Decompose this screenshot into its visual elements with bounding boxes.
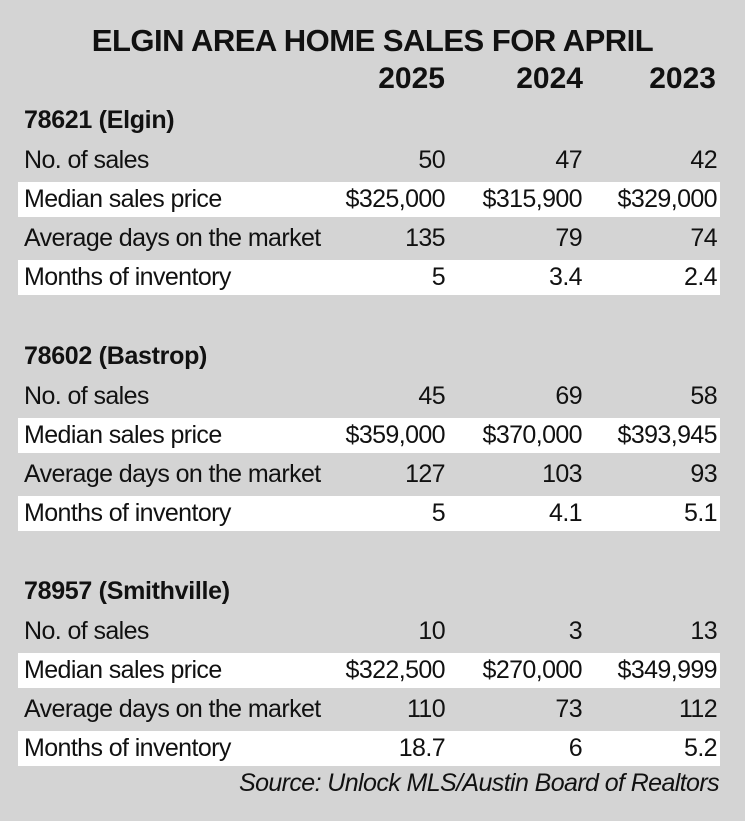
cell-value: $329,000 <box>617 185 718 213</box>
cell-value: 74 <box>690 224 717 252</box>
cell-value: 2.4 <box>684 263 718 291</box>
cell-value: 42 <box>690 146 717 174</box>
table-row: Average days on the market 135 79 74 <box>18 221 720 256</box>
cell-value: 6 <box>568 734 583 762</box>
cell-value: 3.4 <box>549 263 583 291</box>
cell-value: 18.7 <box>398 734 446 762</box>
row-label: Months of inventory <box>24 499 231 527</box>
column-header-2024: 2024 <box>516 62 583 95</box>
row-label: No. of sales <box>24 382 149 410</box>
cell-value: 50 <box>418 146 445 174</box>
cell-value: $359,000 <box>345 421 446 449</box>
column-header-2025: 2025 <box>378 62 445 95</box>
cell-value: 69 <box>555 382 582 410</box>
table-row: No. of sales 45 69 58 <box>18 379 720 414</box>
section-title: 78621 (Elgin) <box>24 106 175 134</box>
row-label: No. of sales <box>24 617 149 645</box>
cell-value: 5.2 <box>684 734 718 762</box>
cell-value: 10 <box>418 617 445 645</box>
row-label: Median sales price <box>24 421 222 449</box>
row-label: Average days on the market <box>24 224 321 252</box>
cell-value: 5 <box>431 263 446 291</box>
cell-value: 110 <box>406 695 446 723</box>
cell-value: $322,500 <box>345 656 446 684</box>
cell-value: 45 <box>418 382 445 410</box>
cell-value: 93 <box>690 460 717 488</box>
column-header-2023: 2023 <box>649 62 716 95</box>
cell-value: $349,999 <box>617 656 718 684</box>
cell-value: $315,900 <box>482 185 583 213</box>
cell-value: 4.1 <box>549 499 583 527</box>
table-row: No. of sales 10 3 13 <box>18 614 720 649</box>
section-title: 78602 (Bastrop) <box>24 342 208 370</box>
cell-value: 112 <box>678 695 718 723</box>
table-row: Median sales price $322,500 $270,000 $349,9… <box>18 653 720 688</box>
table-row: No. of sales 50 47 42 <box>18 143 720 178</box>
table-row: Months of inventory 18.7 6 5.2 <box>18 731 720 766</box>
cell-value: 5.1 <box>684 499 718 527</box>
source-note: Source: Unlock MLS/Austin Board of Realt… <box>239 769 720 797</box>
row-label: Average days on the market <box>24 460 321 488</box>
cell-value: 79 <box>555 224 582 252</box>
table-row: Average days on the market 110 73 112 <box>18 692 720 727</box>
row-label: Median sales price <box>24 656 222 684</box>
table-row: Months of inventory 5 4.1 5.1 <box>18 496 720 531</box>
table-row: Median sales price $359,000 $370,000 $393,9… <box>18 418 720 453</box>
table-row: Average days on the market 127 103 93 <box>18 457 720 492</box>
cell-value: 73 <box>555 695 582 723</box>
cell-value: $393,945 <box>617 421 718 449</box>
cell-value: 13 <box>690 617 717 645</box>
row-label: Median sales price <box>24 185 222 213</box>
cell-value: 127 <box>405 460 446 488</box>
table-row: Median sales price $325,000 $315,900 $329,0… <box>18 182 720 217</box>
row-label: No. of sales <box>24 146 149 174</box>
chart-title: ELGIN AREA HOME SALES FOR APRIL <box>91 23 654 58</box>
cell-value: 103 <box>542 460 583 488</box>
cell-value: $325,000 <box>345 185 446 213</box>
cell-value: 135 <box>405 224 446 252</box>
row-label: Months of inventory <box>24 263 231 291</box>
row-label: Months of inventory <box>24 734 231 762</box>
cell-value: $270,000 <box>482 656 583 684</box>
row-label: Average days on the market <box>24 695 321 723</box>
table-row: Months of inventory 5 3.4 2.4 <box>18 260 720 295</box>
cell-value: $370,000 <box>482 421 583 449</box>
cell-value: 5 <box>431 499 446 527</box>
cell-value: 3 <box>568 617 583 645</box>
section-title: 78957 (Smithville) <box>24 577 230 605</box>
cell-value: 58 <box>690 382 717 410</box>
cell-value: 47 <box>555 146 582 174</box>
